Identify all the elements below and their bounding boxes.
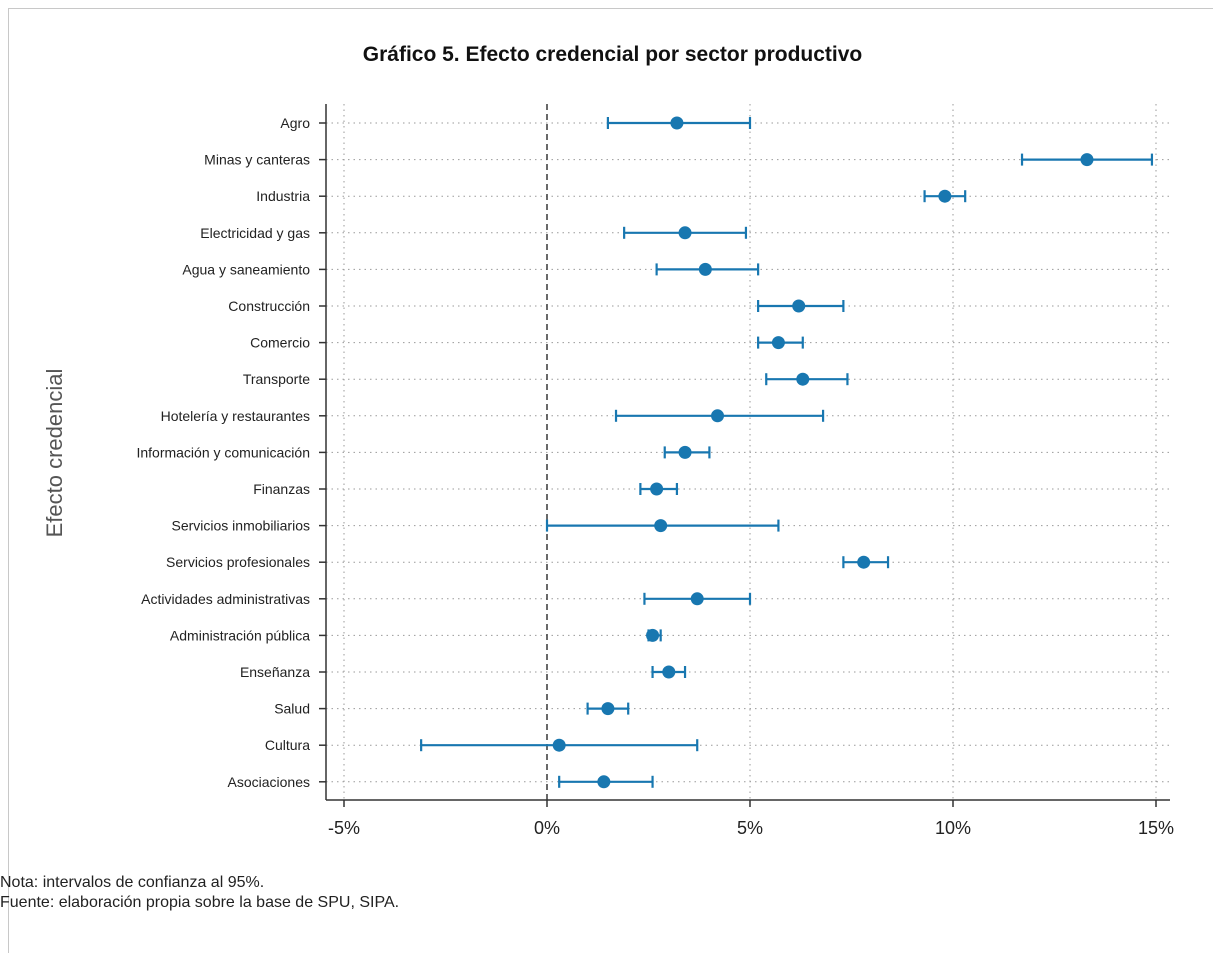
point-estimate	[597, 775, 611, 789]
point-estimate	[771, 336, 785, 350]
category-label: Servicios inmobiliarios	[172, 518, 311, 534]
point-estimate	[690, 592, 704, 606]
category-label: Comercio	[250, 335, 310, 351]
point-estimate	[792, 299, 806, 313]
x-tick-label: -5%	[328, 818, 360, 838]
point-estimate	[678, 226, 692, 240]
chart-title: Gráfico 5. Efecto credencial por sector …	[362, 43, 863, 66]
category-label: Electricidad y gas	[200, 225, 310, 241]
category-label: Cultura	[265, 737, 310, 753]
point-estimate	[698, 262, 712, 276]
point-estimate	[857, 555, 871, 569]
category-label: Salud	[274, 701, 310, 717]
point-estimate	[670, 116, 684, 130]
category-label: Hotelería y restaurantes	[161, 408, 310, 424]
category-label: Finanzas	[253, 481, 310, 497]
point-estimate	[1080, 153, 1094, 167]
point-estimate	[796, 372, 810, 386]
point-estimate	[711, 409, 725, 423]
x-tick-label: 10%	[935, 818, 971, 838]
notes: Nota: intervalos de confianza al 95%. Fu…	[0, 873, 399, 913]
category-label: Información y comunicación	[136, 444, 310, 460]
category-label: Actividades administrativas	[141, 591, 310, 607]
category-label: Transporte	[243, 371, 310, 387]
note-source: Fuente: elaboración propia sobre la base…	[0, 894, 400, 911]
category-label: Asociaciones	[228, 774, 311, 790]
point-estimate	[662, 665, 676, 679]
point-estimate	[650, 482, 664, 496]
category-label: Administración pública	[170, 627, 310, 643]
category-label: Agua y saneamiento	[182, 261, 310, 277]
x-tick-label: 0%	[534, 818, 560, 838]
x-tick-label: 5%	[737, 818, 763, 838]
figure-frame	[8, 8, 1213, 953]
category-label: Minas y canteras	[204, 152, 310, 168]
point-estimate	[601, 702, 615, 716]
category-label: Construcción	[228, 298, 310, 314]
x-tick-label: 15%	[1138, 818, 1174, 838]
point-estimate	[646, 628, 660, 642]
category-label: Agro	[280, 115, 310, 131]
category-label: Enseñanza	[240, 664, 310, 680]
point-estimate	[938, 189, 952, 203]
point-estimate	[654, 519, 668, 533]
note-confidence: Nota: intervalos de confianza al 95%.	[0, 874, 265, 891]
point-estimate	[678, 445, 692, 459]
category-label: Industria	[256, 188, 310, 204]
point-estimate	[552, 738, 566, 752]
category-label: Servicios profesionales	[166, 554, 310, 570]
